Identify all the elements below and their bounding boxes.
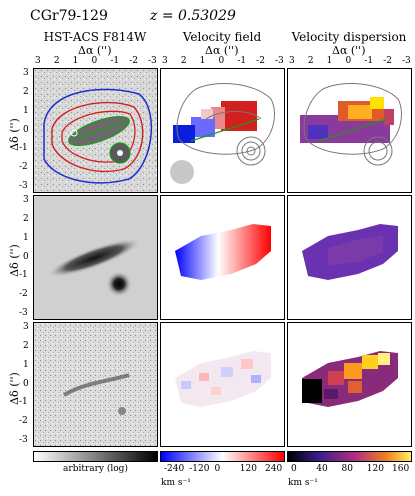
- x-tick-label: 3: [289, 56, 295, 66]
- y-tick-label: -3: [19, 308, 28, 318]
- y-tick-label: -3: [19, 435, 28, 445]
- contour-blue-outer: [43, 88, 152, 184]
- y-tick-label: 1: [23, 359, 29, 370]
- x-tick-label: -3: [402, 56, 411, 66]
- y-tick-label: 2: [23, 213, 29, 224]
- x-tick-label: -2: [383, 56, 392, 66]
- velocity-model-map: [175, 224, 271, 280]
- y-tick-label: 0: [23, 124, 29, 135]
- x-tick-label: -3: [275, 56, 284, 66]
- x-axis-label-1: Δα (''): [78, 44, 112, 57]
- y-tick-label: 3: [23, 68, 29, 78]
- colorbar-tick-label: 240: [265, 464, 283, 474]
- x-tick-label: -1: [110, 56, 120, 66]
- redshift-label: z = 0.53029: [150, 8, 236, 24]
- colorbar-tick-label: 160: [392, 464, 410, 474]
- x-tick-label: 2: [180, 56, 187, 66]
- y-tick-label: 0: [23, 378, 29, 389]
- colorbar-tick-label: -120: [189, 464, 210, 474]
- colorbar-tick-label: 40: [316, 464, 328, 474]
- y-tick-label: -1: [19, 270, 28, 281]
- y-tick-label: -2: [19, 289, 28, 300]
- column-title-hst: HST-ACS F814W: [43, 30, 147, 44]
- column-title-velocity: Velocity field: [182, 30, 262, 44]
- x-tick-label: 2: [307, 56, 314, 66]
- panel-hst-model: [33, 195, 158, 320]
- y-tick-label: 1: [23, 105, 29, 116]
- panel-hst-residual: [33, 322, 158, 447]
- colorbar-unit-dispersion: km s⁻¹: [288, 478, 318, 488]
- object-name: CGr79-129: [30, 8, 108, 24]
- y-tick-label: -2: [19, 416, 28, 427]
- panel-velocity-model: [160, 195, 285, 320]
- y-tick-label: -1: [19, 397, 28, 408]
- x-tick-label: -1: [364, 56, 374, 66]
- x-tick-label: -1: [237, 56, 247, 66]
- y-tick-label: 3: [23, 195, 29, 205]
- y-tick-label: -1: [19, 143, 28, 154]
- x-tick-label: 3: [35, 56, 41, 66]
- x-tick-label: -2: [256, 56, 265, 66]
- y-tick-label: 1: [23, 232, 29, 243]
- contour-red-1: [51, 101, 144, 173]
- colorbar-velocity: [160, 451, 285, 462]
- colorbar-tick-label: 0: [214, 464, 221, 474]
- x-tick-label: 0: [91, 56, 98, 66]
- x-axis-label-3: Δα (''): [332, 44, 366, 57]
- colorbar-tick-label: 80: [341, 464, 353, 474]
- colorbar-tick-label: 120: [366, 464, 384, 474]
- x-tick-label: 1: [199, 56, 206, 66]
- panel-dispersion-model: [287, 195, 412, 320]
- panel-velocity-contours: [160, 68, 285, 193]
- colorbar-dispersion: [287, 451, 412, 462]
- contour-red-2: [61, 110, 136, 163]
- x-tick-label: 1: [326, 56, 333, 66]
- y-tick-label: -2: [19, 162, 28, 173]
- colorbar-grayscale: [33, 451, 158, 462]
- x-tick-label: -3: [148, 56, 157, 66]
- x-tick-label: 0: [345, 56, 352, 66]
- y-tick-label: 0: [23, 251, 29, 262]
- y-tick-label: 2: [23, 340, 29, 351]
- x-axis-label-2: Δα (''): [205, 44, 239, 57]
- colorbar-tick-label: 0: [291, 464, 297, 474]
- residual-arm: [62, 373, 130, 397]
- x-tick-label: -2: [129, 56, 138, 66]
- x-tick-label: 0: [218, 56, 225, 66]
- panel-velocity-residual: [160, 322, 285, 447]
- y-tick-label: -3: [19, 181, 28, 191]
- column-title-dispersion: Velocity dispersion: [291, 30, 407, 44]
- model-galaxy-disk: [46, 238, 142, 278]
- colorbar-tick-label: 120: [239, 464, 257, 474]
- colorbar-tick-label: -240: [164, 464, 185, 474]
- x-tick-label: 1: [72, 56, 79, 66]
- colorbar-unit-velocity: km s⁻¹: [161, 478, 191, 488]
- panel-dispersion-contours: [287, 68, 412, 193]
- y-tick-label: 3: [23, 322, 29, 332]
- x-tick-label: 3: [162, 56, 168, 66]
- panel-hst-contours: [33, 68, 158, 193]
- panel-dispersion-residual: [287, 322, 412, 447]
- x-tick-label: 2: [53, 56, 60, 66]
- model-companion: [106, 271, 132, 297]
- beam-psf-circle: [170, 160, 194, 184]
- colorbar-label-hst: arbitrary (log): [63, 464, 128, 474]
- y-tick-label: 2: [23, 86, 29, 97]
